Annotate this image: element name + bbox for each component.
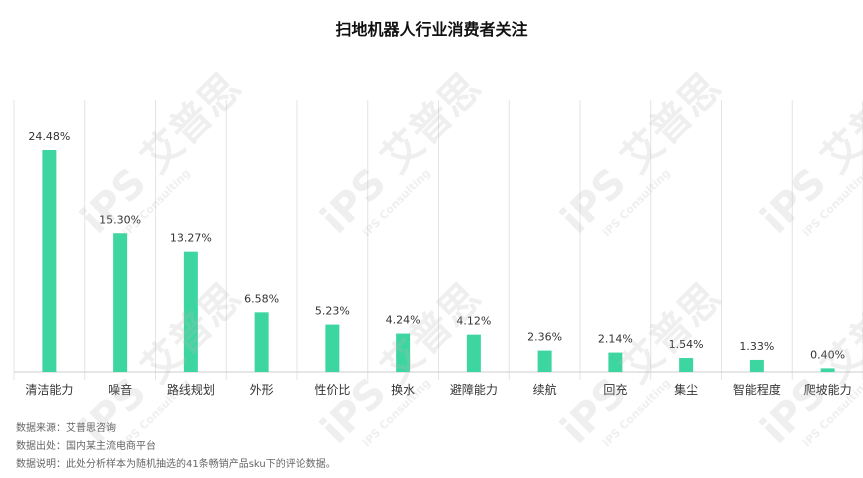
- bar-11: [820, 368, 835, 372]
- category-label: 集尘: [674, 382, 698, 397]
- bar-layer: [42, 150, 835, 372]
- bar-0: [42, 150, 57, 372]
- data-label: 15.30%: [99, 213, 141, 226]
- footnotes: 数据来源：艾普思咨询 数据出处：国内某主流电商平台 数据说明：此处分析样本为随机…: [16, 420, 336, 474]
- category-label: 外形: [250, 383, 274, 397]
- bar-7: [537, 350, 552, 372]
- category-label: 智能程度: [733, 382, 781, 397]
- label-layer: 24.48% 清洁能力 15.30% 噪音 13.27% 路线规划 6.58% 外形 5.23%…: [25, 130, 851, 397]
- category-label: 避障能力: [450, 382, 498, 397]
- category-label: 清洁能力: [25, 383, 73, 397]
- bar-4: [325, 324, 340, 372]
- data-label: 4.12%: [456, 315, 491, 328]
- footnote-note: 数据说明：此处分析样本为随机抽选的41条畅销产品sku下的评论数据。: [16, 459, 336, 470]
- data-label: 0.40%: [810, 348, 845, 361]
- data-label: 6.58%: [244, 292, 279, 305]
- bar-8: [608, 352, 623, 372]
- category-label: 性价比: [314, 383, 350, 397]
- data-label: 2.36%: [527, 331, 562, 344]
- category-label: 续航: [533, 382, 557, 397]
- data-label: 1.33%: [739, 340, 774, 353]
- grid-layer: [13, 100, 863, 380]
- data-label: 4.24%: [386, 314, 421, 327]
- category-label: 换水: [391, 383, 415, 397]
- footnote-origin: 数据出处：国内某主流电商平台: [16, 441, 156, 452]
- data-label: 1.54%: [669, 338, 704, 351]
- bar-2: [183, 251, 198, 372]
- data-label: 13.27%: [170, 232, 212, 245]
- bar-3: [254, 312, 269, 372]
- footnote-source: 数据来源：艾普思咨询: [16, 423, 116, 434]
- data-label: 24.48%: [28, 130, 70, 143]
- bar-5: [396, 333, 411, 372]
- chart-title: 扫地机器人行业消费者关注: [335, 20, 528, 39]
- category-label: 路线规划: [167, 382, 215, 397]
- bar-9: [679, 358, 694, 372]
- bar-1: [113, 233, 128, 372]
- category-label: 回充: [603, 382, 627, 397]
- category-label: 爬坡能力: [804, 383, 852, 397]
- bar-6: [466, 334, 481, 372]
- data-label: 2.14%: [598, 333, 633, 346]
- category-label: 噪音: [108, 382, 132, 397]
- data-label: 5.23%: [315, 305, 350, 318]
- bar-10: [749, 359, 764, 372]
